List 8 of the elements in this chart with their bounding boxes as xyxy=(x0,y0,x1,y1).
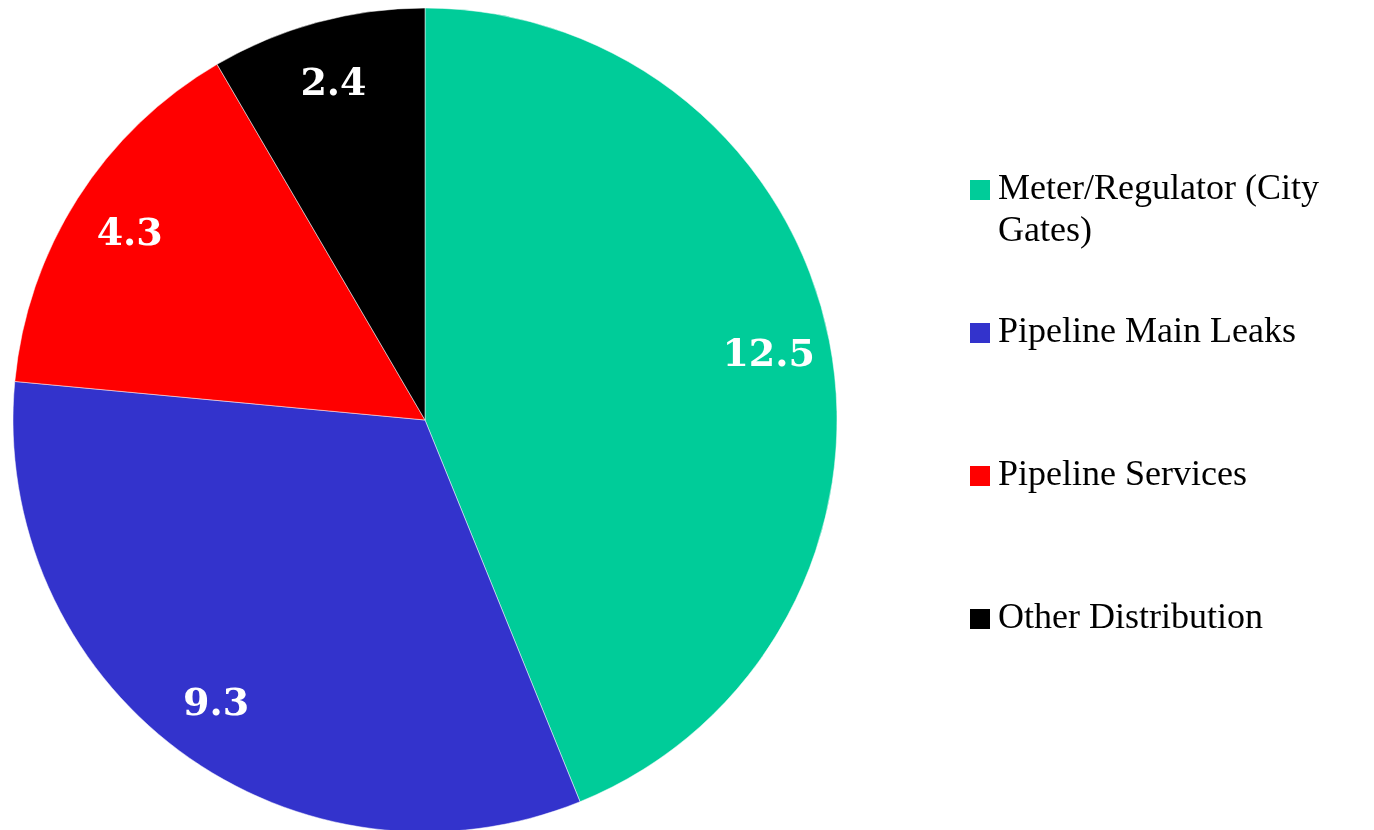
data-label: 12.5 xyxy=(722,330,815,376)
legend-label: Pipeline Services xyxy=(998,452,1248,494)
legend-label: Other Distribution xyxy=(998,595,1264,637)
legend-label: Meter/Regulator (City Gates) xyxy=(998,166,1320,250)
data-label: 2.4 xyxy=(300,59,367,105)
data-label: 4.3 xyxy=(96,209,163,255)
data-label: 9.3 xyxy=(182,678,250,724)
legend-label: Pipeline Main Leaks xyxy=(998,309,1297,351)
